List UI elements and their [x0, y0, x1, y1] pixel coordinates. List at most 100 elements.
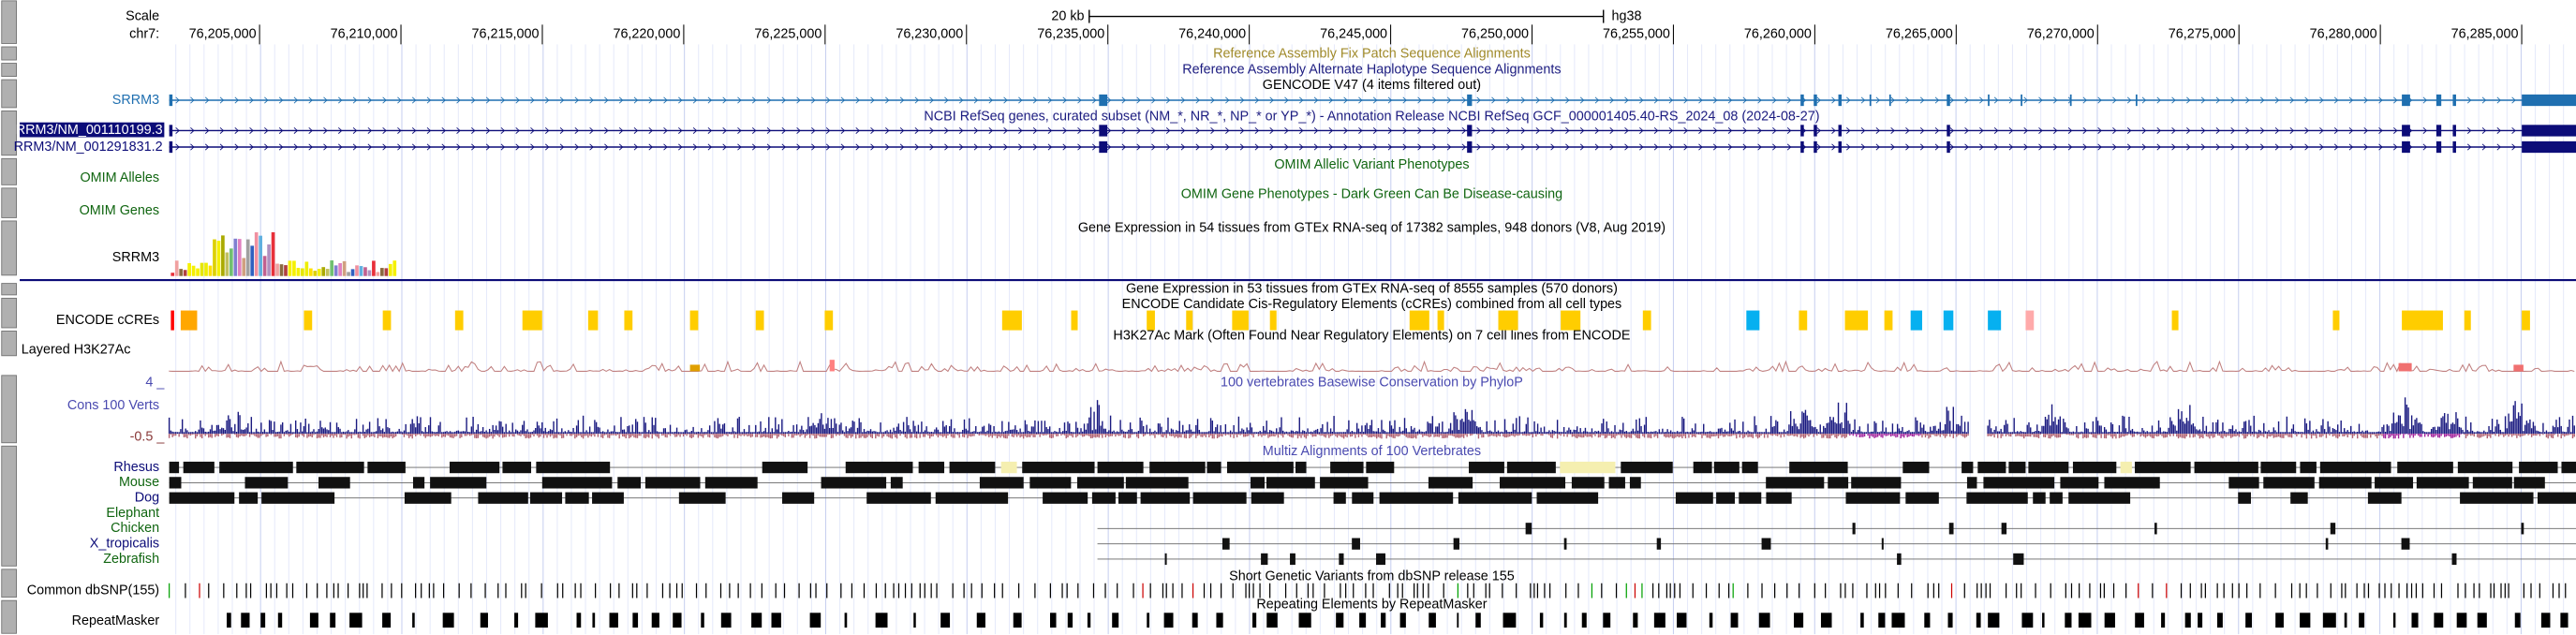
- repeat: [1820, 613, 1832, 628]
- strand-arrow: [1668, 126, 1674, 134]
- repeat: [2344, 613, 2347, 628]
- exon: [2452, 140, 2456, 154]
- track-button[interactable]: [1, 220, 17, 276]
- repeat: [1730, 613, 1739, 628]
- alignment-block: [2397, 461, 2453, 474]
- strand-arrow: [692, 96, 698, 104]
- track-button[interactable]: [1, 331, 17, 357]
- track-label[interactable]: RRM3/NM_001291831.2: [14, 140, 163, 155]
- alignment-block: [1207, 461, 1221, 474]
- strand-arrow: [1964, 143, 1969, 151]
- strand-arrow: [1624, 96, 1629, 104]
- ccre: [2025, 310, 2035, 331]
- alignment-block: [949, 461, 996, 474]
- exon: [2135, 94, 2138, 107]
- alignment-block: [918, 461, 945, 474]
- selected-item[interactable]: [20, 122, 165, 138]
- ccre: [755, 310, 764, 331]
- strand-arrow: [1417, 96, 1422, 104]
- strand-arrow: [2215, 126, 2221, 134]
- axis-label: 4 _: [145, 376, 165, 391]
- alignment-block: [1902, 461, 1930, 474]
- strand-arrow: [1831, 126, 1836, 134]
- exon: [1869, 94, 1872, 107]
- strand-arrow: [2422, 143, 2428, 151]
- expression-bar: [296, 267, 301, 276]
- alignment-block: [1149, 461, 1206, 474]
- track-button[interactable]: [1, 445, 17, 567]
- strand-arrow: [1180, 143, 1186, 151]
- strand-arrow: [2481, 143, 2487, 151]
- repeat: [701, 613, 704, 628]
- strand-arrow: [1298, 143, 1304, 151]
- strand-arrow: [855, 126, 860, 134]
- species-label: Dog: [135, 490, 159, 505]
- strand-arrow: [2052, 143, 2058, 151]
- strand-arrow: [2082, 143, 2088, 151]
- assembly-label: hg38: [1612, 8, 1642, 23]
- track-title: Gene Expression in 53 tissues from GTEx …: [1126, 282, 1618, 297]
- alignment-block: [2072, 461, 2117, 474]
- strand-arrow: [1461, 96, 1467, 104]
- strand-arrow: [2156, 96, 2161, 104]
- strand-arrow: [1979, 143, 1984, 151]
- strand-arrow: [604, 126, 609, 134]
- strand-arrow: [1476, 96, 1481, 104]
- track-button[interactable]: [1, 79, 17, 109]
- track-label[interactable]: RRM3/NM_001110199.3: [16, 123, 163, 138]
- track-button[interactable]: [1, 157, 17, 185]
- strand-arrow: [515, 126, 520, 134]
- expression-bar: [262, 256, 267, 276]
- alignment-block: [821, 477, 887, 489]
- expression-bar: [200, 262, 204, 276]
- strand-arrow: [1550, 143, 1555, 151]
- strand-arrow: [618, 143, 624, 151]
- alignment-block: [2538, 492, 2576, 504]
- strand-arrow: [2112, 96, 2117, 104]
- strand-arrow: [1919, 143, 1925, 151]
- strand-arrow: [929, 143, 934, 151]
- track-button[interactable]: [1, 297, 17, 329]
- track-button[interactable]: [1, 187, 17, 218]
- track-button[interactable]: [1, 46, 17, 61]
- strand-arrow: [1269, 96, 1274, 104]
- strand-arrow: [1520, 126, 1526, 134]
- expression-bar: [275, 263, 279, 276]
- strand-arrow: [1151, 126, 1156, 134]
- strand-arrow: [648, 143, 653, 151]
- track-button[interactable]: [1, 599, 17, 634]
- strand-arrow: [574, 96, 580, 104]
- strand-arrow: [2156, 126, 2161, 134]
- strand-arrow: [1461, 126, 1467, 134]
- ccre: [1269, 310, 1277, 331]
- repeat: [2540, 613, 2551, 628]
- strand-arrow: [1269, 143, 1274, 151]
- strand-arrow: [2378, 96, 2383, 104]
- alignment-block: [2008, 461, 2026, 474]
- expression-bar: [237, 239, 242, 276]
- track-button[interactable]: [1, 283, 17, 296]
- track-button[interactable]: [1, 63, 17, 78]
- track-button[interactable]: [1, 0, 17, 44]
- strand-arrow: [530, 143, 535, 151]
- strand-arrow: [1712, 126, 1718, 134]
- strand-arrow: [2422, 126, 2428, 134]
- track-button[interactable]: [1, 375, 17, 444]
- strand-arrow: [1683, 96, 1688, 104]
- alignment-block: [541, 477, 613, 489]
- alignment-block: [979, 477, 1024, 489]
- ruler-position: 76,260,000: [1744, 27, 1812, 42]
- strand-arrow: [1535, 96, 1540, 104]
- strand-arrow: [885, 143, 890, 151]
- strand-arrow: [2008, 143, 2014, 151]
- alignment-block: [261, 492, 335, 504]
- expression-bar: [338, 262, 342, 276]
- strand-arrow: [1328, 143, 1334, 151]
- strand-arrow: [278, 96, 284, 104]
- track-button[interactable]: [1, 569, 17, 598]
- track-button[interactable]: [1, 110, 17, 156]
- strand-arrow: [293, 143, 299, 151]
- strand-arrow: [1106, 96, 1112, 104]
- strand-arrow: [1772, 96, 1777, 104]
